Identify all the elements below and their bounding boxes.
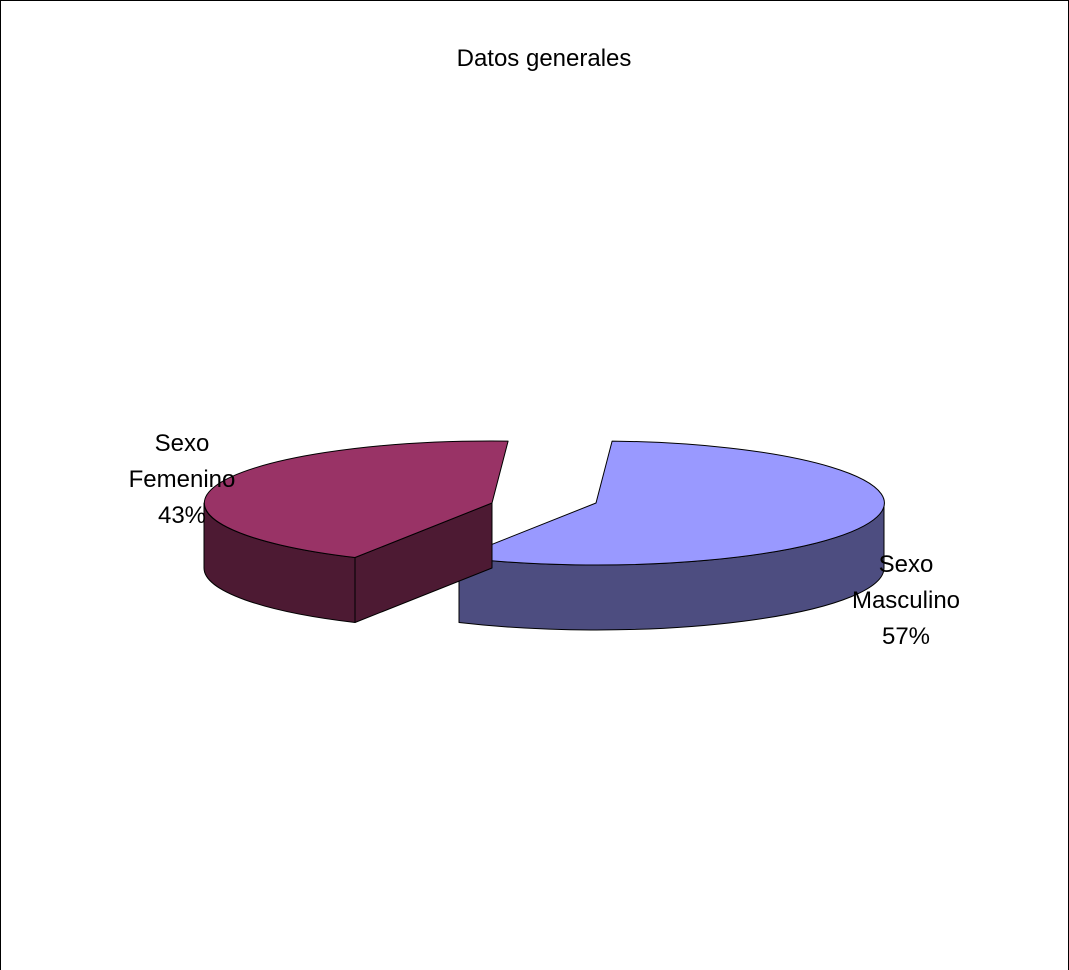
slice-label-2: Sexo Femenino 43% xyxy=(129,430,236,529)
chart-title: Datos generales xyxy=(457,45,632,72)
pie-labels: Sexo Masculino 57% Sexo Femenino 43% xyxy=(129,430,960,650)
slice-label-line: Sexo xyxy=(879,551,934,578)
slice-label-line: Masculino xyxy=(852,587,960,614)
slice-label-line: 57% xyxy=(882,623,930,650)
pie-slice-1 xyxy=(458,440,885,631)
pie-slice-2 xyxy=(203,440,509,623)
slice-label-line: 43% xyxy=(158,502,206,529)
pie-slices xyxy=(203,440,885,631)
slice-top xyxy=(458,440,885,566)
slice-label-line: Sexo xyxy=(155,430,210,457)
slice-top xyxy=(203,440,509,558)
slice-label-line: Femenino xyxy=(129,466,236,493)
slice-label-1: Sexo Masculino 57% xyxy=(852,551,960,650)
